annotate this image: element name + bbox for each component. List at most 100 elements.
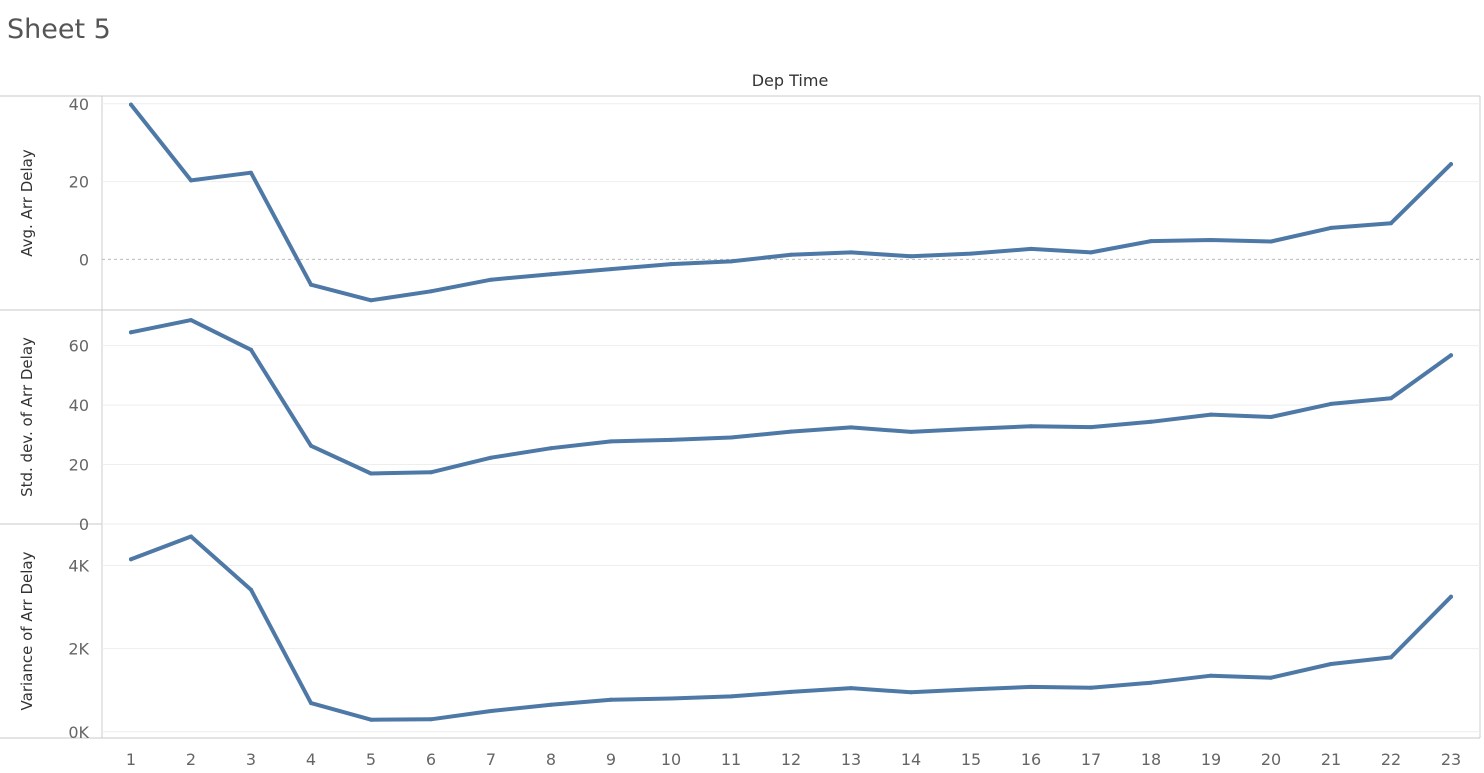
data-point	[309, 701, 313, 706]
x-tick-label: 6	[426, 750, 436, 769]
data-point	[1209, 238, 1213, 242]
x-tick-label: 11	[721, 750, 741, 769]
x-tick-label: 7	[486, 750, 496, 769]
data-point	[609, 439, 613, 444]
data-point	[729, 694, 733, 699]
x-tick-label: 18	[1141, 750, 1161, 769]
y-tick-label: 40	[69, 95, 89, 114]
y-tick-label: 60	[69, 337, 89, 356]
data-point	[429, 289, 433, 294]
data-point	[369, 717, 373, 722]
data-point	[429, 470, 433, 475]
data-point	[129, 330, 133, 335]
y-tick-label: 0	[79, 250, 89, 269]
data-point	[789, 689, 793, 694]
x-tick-label: 17	[1081, 750, 1101, 769]
data-point	[909, 690, 913, 695]
x-tick-label: 22	[1381, 750, 1401, 769]
data-point	[129, 102, 133, 107]
y-axis-label: Avg. Arr Delay	[18, 149, 36, 257]
data-point	[849, 425, 853, 430]
data-point	[669, 696, 673, 701]
data-point	[249, 587, 253, 592]
data-point	[1149, 419, 1153, 424]
data-point	[1029, 684, 1033, 689]
data-point	[729, 259, 733, 264]
x-tick-label: 14	[901, 750, 921, 769]
data-point	[309, 282, 313, 287]
x-tick-label: 5	[366, 750, 376, 769]
data-point	[189, 178, 193, 183]
data-point	[249, 347, 253, 352]
data-point	[909, 429, 913, 434]
x-tick-label: 12	[781, 750, 801, 769]
data-point	[669, 262, 673, 267]
data-point	[1389, 655, 1393, 660]
data-point	[1089, 425, 1093, 430]
x-tick-label: 3	[246, 750, 256, 769]
y-tick-label: 0	[79, 515, 89, 534]
x-tick-label: 19	[1201, 750, 1221, 769]
x-tick-label: 15	[961, 750, 981, 769]
y-tick-label: 4K	[68, 557, 89, 576]
data-point	[1149, 239, 1153, 244]
y-tick-label: 20	[69, 173, 89, 192]
y-tick-label: 0K	[68, 723, 89, 742]
y-axis-label: Std. dev. of Arr Delay	[18, 337, 36, 497]
x-tick-label: 13	[841, 750, 861, 769]
data-point	[1329, 662, 1333, 666]
data-point	[249, 170, 253, 175]
data-point	[1149, 680, 1153, 685]
data-point	[789, 252, 793, 257]
data-point	[669, 437, 673, 442]
data-point	[549, 272, 553, 277]
data-point	[1449, 353, 1453, 358]
data-point	[1269, 415, 1273, 419]
data-point	[1269, 675, 1273, 680]
data-point	[369, 471, 373, 476]
x-tick-label: 1	[126, 750, 136, 769]
data-point	[1449, 594, 1453, 599]
data-point	[849, 686, 853, 691]
data-point	[1209, 673, 1213, 678]
series-line	[129, 102, 1453, 303]
data-point	[1089, 250, 1093, 255]
data-point	[1209, 412, 1213, 417]
data-point	[969, 426, 973, 431]
data-point	[1449, 162, 1453, 167]
data-point	[849, 250, 853, 255]
data-point	[489, 277, 493, 282]
y-axis-label: Variance of Arr Delay	[18, 551, 36, 710]
data-point	[549, 702, 553, 707]
sheet-title: Sheet 5	[7, 14, 111, 45]
data-point	[609, 267, 613, 272]
data-point	[309, 443, 313, 448]
data-point	[189, 534, 193, 539]
x-tick-label: 16	[1021, 750, 1041, 769]
data-point	[429, 717, 433, 722]
data-point	[969, 251, 973, 256]
data-point	[1329, 225, 1333, 230]
data-point	[1029, 246, 1033, 251]
data-point	[549, 446, 553, 451]
data-point	[129, 557, 133, 562]
column-header-label: Dep Time	[752, 71, 829, 90]
y-tick-label: 40	[69, 396, 89, 415]
x-tick-label: 9	[606, 750, 616, 769]
x-tick-label: 2	[186, 750, 196, 769]
x-tick-label: 23	[1441, 750, 1461, 769]
data-point	[729, 435, 733, 440]
y-tick-label: 2K	[68, 640, 89, 659]
data-point	[1089, 685, 1093, 690]
x-tick-label: 8	[546, 750, 556, 769]
x-tick-label: 21	[1321, 750, 1341, 769]
data-point	[1389, 221, 1393, 226]
x-tick-label: 20	[1261, 750, 1281, 769]
data-point	[489, 709, 493, 713]
x-tick-label: 4	[306, 750, 316, 769]
data-point	[189, 318, 193, 323]
data-point	[969, 687, 973, 692]
data-point	[1269, 239, 1273, 244]
series-line	[129, 318, 1453, 476]
